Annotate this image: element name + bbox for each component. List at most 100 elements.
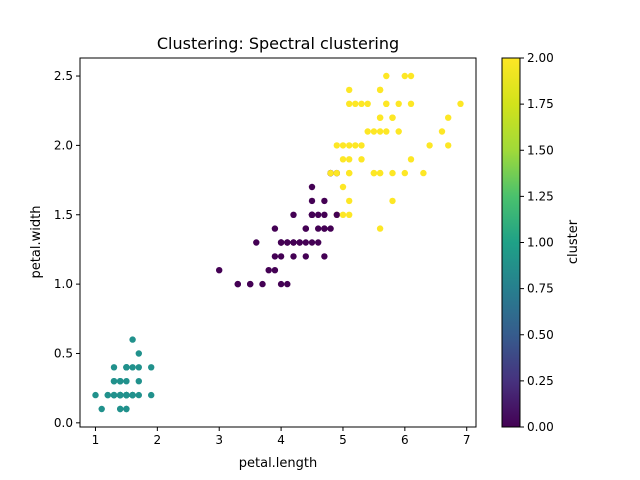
colorbar-tick-label: 0.50 [527, 328, 554, 342]
x-tick-label: 4 [277, 433, 285, 447]
data-point [253, 239, 260, 246]
data-point [123, 378, 130, 385]
data-point [352, 100, 359, 108]
data-point [339, 211, 347, 218]
data-point [135, 378, 142, 385]
x-tick-label: 1 [92, 433, 100, 447]
y-tick-label: 1.0 [54, 277, 73, 291]
data-point [259, 280, 266, 288]
data-point [352, 142, 359, 149]
data-point [370, 128, 378, 135]
data-point [135, 364, 142, 371]
data-point [129, 336, 136, 343]
data-point [110, 378, 118, 385]
data-point [346, 197, 353, 205]
data-point [302, 225, 309, 232]
data-point [110, 391, 118, 399]
data-point [123, 364, 130, 371]
data-point [117, 391, 124, 399]
data-point [321, 225, 328, 232]
data-point [445, 114, 452, 121]
data-point [426, 142, 433, 149]
y-tick-label: 1.5 [54, 208, 73, 222]
y-axis-label: petal.width [29, 206, 44, 279]
data-point [370, 169, 378, 177]
data-point [401, 169, 408, 177]
y-tick-label: 0.0 [54, 416, 73, 430]
colorbar-tick-label: 0.25 [527, 374, 554, 388]
data-point [315, 225, 322, 232]
colorbar-tick-label: 1.50 [527, 143, 554, 157]
data-point [327, 225, 334, 232]
data-point [346, 100, 353, 108]
x-axis-ticks: 1 2 3 4 5 6 7 [92, 427, 471, 447]
data-point [364, 100, 371, 108]
data-point [364, 128, 371, 135]
data-point [376, 225, 384, 232]
data-point [420, 169, 427, 177]
data-point [321, 253, 328, 260]
data-point [308, 211, 316, 218]
data-point [395, 128, 402, 135]
data-point [358, 100, 365, 108]
data-point [123, 405, 130, 413]
data-point [321, 197, 328, 205]
data-point [117, 405, 124, 413]
data-point [308, 183, 316, 191]
data-point [271, 225, 279, 232]
data-point [247, 280, 254, 288]
data-point [92, 391, 99, 399]
data-point [135, 350, 142, 357]
data-point [302, 239, 309, 246]
data-point [327, 169, 334, 177]
data-point [407, 72, 415, 80]
x-tick-label: 6 [401, 433, 409, 447]
data-point [346, 142, 353, 149]
data-point [445, 142, 452, 149]
colorbar [501, 57, 521, 428]
data-point [296, 239, 303, 246]
data-point [383, 128, 390, 135]
data-point [216, 267, 223, 274]
data-point [308, 197, 316, 205]
y-tick-label: 2.5 [54, 69, 73, 83]
data-point [148, 364, 155, 371]
data-point [376, 114, 384, 121]
data-point [376, 86, 384, 94]
data-point [315, 211, 322, 218]
data-point [290, 239, 297, 246]
data-point [389, 169, 396, 177]
data-point [148, 391, 155, 399]
colorbar-tick-label: 0.75 [527, 282, 554, 296]
plot-frame [79, 57, 477, 428]
data-point [98, 405, 105, 413]
data-point [389, 114, 396, 121]
data-point [271, 253, 279, 260]
data-point [389, 197, 396, 205]
x-tick-label: 7 [463, 433, 471, 447]
colorbar-tick-label: 2.00 [527, 51, 554, 65]
data-point [290, 211, 297, 218]
data-point [339, 183, 347, 191]
data-point [234, 280, 241, 288]
data-point [346, 169, 353, 177]
x-axis-label: petal.length [239, 456, 318, 471]
x-tick-label: 3 [215, 433, 223, 447]
y-axis-ticks: 0.0 0.5 1.0 1.5 2.0 2.5 [54, 69, 80, 430]
colorbar-tick-label: 1.25 [527, 189, 554, 203]
data-point [277, 239, 285, 246]
data-point [346, 156, 353, 163]
data-point [129, 364, 136, 371]
data-point [321, 211, 328, 218]
data-point [339, 156, 347, 163]
data-point [376, 169, 384, 177]
data-point [383, 100, 390, 108]
scatter-points [92, 72, 464, 413]
colorbar-ticks: 0.00 0.25 0.50 0.75 1.00 1.25 1.50 1.75 2.00 [520, 51, 554, 434]
data-point [129, 391, 136, 399]
data-point [457, 100, 464, 108]
chart-title: Clustering: Spectral clustering [157, 34, 399, 53]
data-point [110, 364, 118, 371]
data-point [383, 72, 390, 80]
